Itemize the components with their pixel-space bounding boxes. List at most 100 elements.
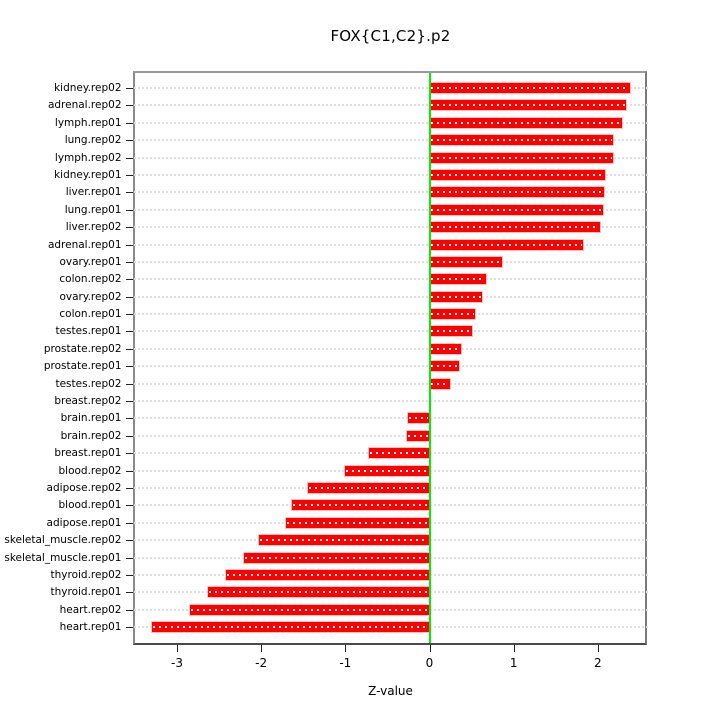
gridline <box>133 365 648 368</box>
y-axis-tick <box>125 557 133 559</box>
bar-heart.rep01 <box>151 622 430 633</box>
x-axis-tick-label: 0 <box>425 656 434 670</box>
bar-center-dash <box>430 278 485 281</box>
bar-center-dash <box>430 260 501 263</box>
x-axis-tick-label: -2 <box>255 656 268 670</box>
bar-breast.rep01 <box>368 448 430 459</box>
bar-adipose.rep02 <box>308 482 430 493</box>
bar-lymph.rep01 <box>429 117 623 128</box>
gridline <box>133 417 648 420</box>
bar-colon.rep02 <box>429 274 486 285</box>
bar-center-dash <box>430 104 626 107</box>
y-axis-label: colon.rep02 <box>59 273 122 286</box>
gridline <box>133 243 648 246</box>
bar-center-dash <box>430 295 481 298</box>
y-axis-label: thyroid.rep02 <box>50 568 122 581</box>
y-axis-label: lung.rep02 <box>64 134 122 147</box>
y-axis-tick <box>125 592 133 594</box>
y-axis-tick <box>125 609 133 611</box>
y-axis-label: heart.rep01 <box>59 621 122 634</box>
y-axis-tick <box>125 279 133 281</box>
y-axis-label: adipose.rep01 <box>46 516 122 529</box>
y-axis-label: skeletal_muscle.rep02 <box>4 534 122 547</box>
y-axis-tick <box>125 122 133 124</box>
bar-liver.rep02 <box>429 222 600 233</box>
y-axis-label: adipose.rep02 <box>46 481 122 494</box>
bar-center-dash <box>430 347 461 350</box>
bar-center-dash <box>293 504 429 507</box>
bar-blood.rep01 <box>292 500 430 511</box>
y-axis-tick <box>125 209 133 211</box>
y-axis-label: prostate.rep01 <box>43 360 122 373</box>
bar-thyroid.rep01 <box>208 587 430 598</box>
y-axis-tick <box>125 105 133 107</box>
bar-lung.rep02 <box>429 135 613 146</box>
y-axis-label: heart.rep02 <box>59 603 122 616</box>
y-axis-label: colon.rep01 <box>59 308 122 321</box>
bar-center-dash <box>346 469 429 472</box>
bar-center-dash <box>260 539 429 542</box>
bar-center-dash <box>369 452 429 455</box>
gridline <box>133 156 648 159</box>
zero-reference-line <box>428 73 431 643</box>
bar-center-dash <box>430 121 622 124</box>
y-axis-tick <box>125 157 133 159</box>
bar-center-dash <box>226 573 429 576</box>
y-axis-label: adrenal.rep02 <box>47 99 122 112</box>
bar-kidney.rep02 <box>429 83 630 93</box>
bar-center-dash <box>430 191 603 194</box>
gridline <box>133 208 648 211</box>
y-axis-label: kidney.rep01 <box>54 168 122 181</box>
bar-center-dash <box>408 417 429 420</box>
bar-center-dash <box>430 208 602 211</box>
bar-liver.rep01 <box>429 187 604 198</box>
bar-center-dash <box>430 173 604 176</box>
y-axis-label: brain.rep01 <box>60 412 122 425</box>
x-axis-tick <box>513 645 515 652</box>
bar-colon.rep01 <box>429 309 475 320</box>
y-axis-tick <box>125 244 133 246</box>
y-axis-label: lymph.rep02 <box>54 151 122 164</box>
bar-ovary.rep01 <box>429 256 502 267</box>
bar-adipose.rep01 <box>286 517 430 528</box>
y-axis-tick <box>125 470 133 472</box>
y-axis-tick <box>125 453 133 455</box>
y-axis-label: lung.rep01 <box>64 203 122 216</box>
bar-adrenal.rep02 <box>429 100 627 111</box>
chart-title: FOX{C1,C2}.p2 <box>330 27 451 45</box>
bar-center-dash <box>430 139 612 142</box>
gridline <box>133 313 648 316</box>
bar-skeletal_muscle.rep01 <box>244 552 430 563</box>
y-axis-tick <box>125 348 133 350</box>
y-axis-tick <box>125 522 133 524</box>
gridline <box>133 295 648 298</box>
x-axis-tick-label: -3 <box>171 656 183 670</box>
bar-center-dash <box>309 486 429 489</box>
x-axis-title: Z-value <box>368 684 413 698</box>
bar-adrenal.rep01 <box>429 239 583 250</box>
y-axis-label: breast.rep01 <box>54 447 122 460</box>
bar-prostate.rep01 <box>429 361 459 372</box>
bar-center-dash <box>287 521 429 524</box>
y-axis-tick <box>125 174 133 176</box>
bar-testes.rep01 <box>429 326 472 337</box>
x-axis-tick <box>429 645 431 652</box>
y-axis-tick <box>125 140 133 142</box>
bar-blood.rep02 <box>345 465 430 476</box>
x-axis-tick <box>261 645 263 652</box>
bar-center-dash <box>152 626 429 629</box>
y-axis-label: blood.rep02 <box>58 464 122 477</box>
bar-thyroid.rep02 <box>225 569 430 580</box>
bar-prostate.rep02 <box>429 343 462 354</box>
y-axis-tick <box>125 331 133 333</box>
y-axis-label: skeletal_muscle.rep01 <box>4 551 122 564</box>
bar-center-dash <box>430 156 612 159</box>
y-axis-label: blood.rep01 <box>58 499 122 512</box>
bar-center-dash <box>430 382 449 385</box>
bar-center-dash <box>245 556 429 559</box>
y-axis-tick <box>125 314 133 316</box>
x-axis-tick-label: 1 <box>509 656 518 670</box>
y-axis-label: brain.rep02 <box>60 429 122 442</box>
y-axis-label: thyroid.rep01 <box>50 586 122 599</box>
gridline <box>133 260 648 263</box>
